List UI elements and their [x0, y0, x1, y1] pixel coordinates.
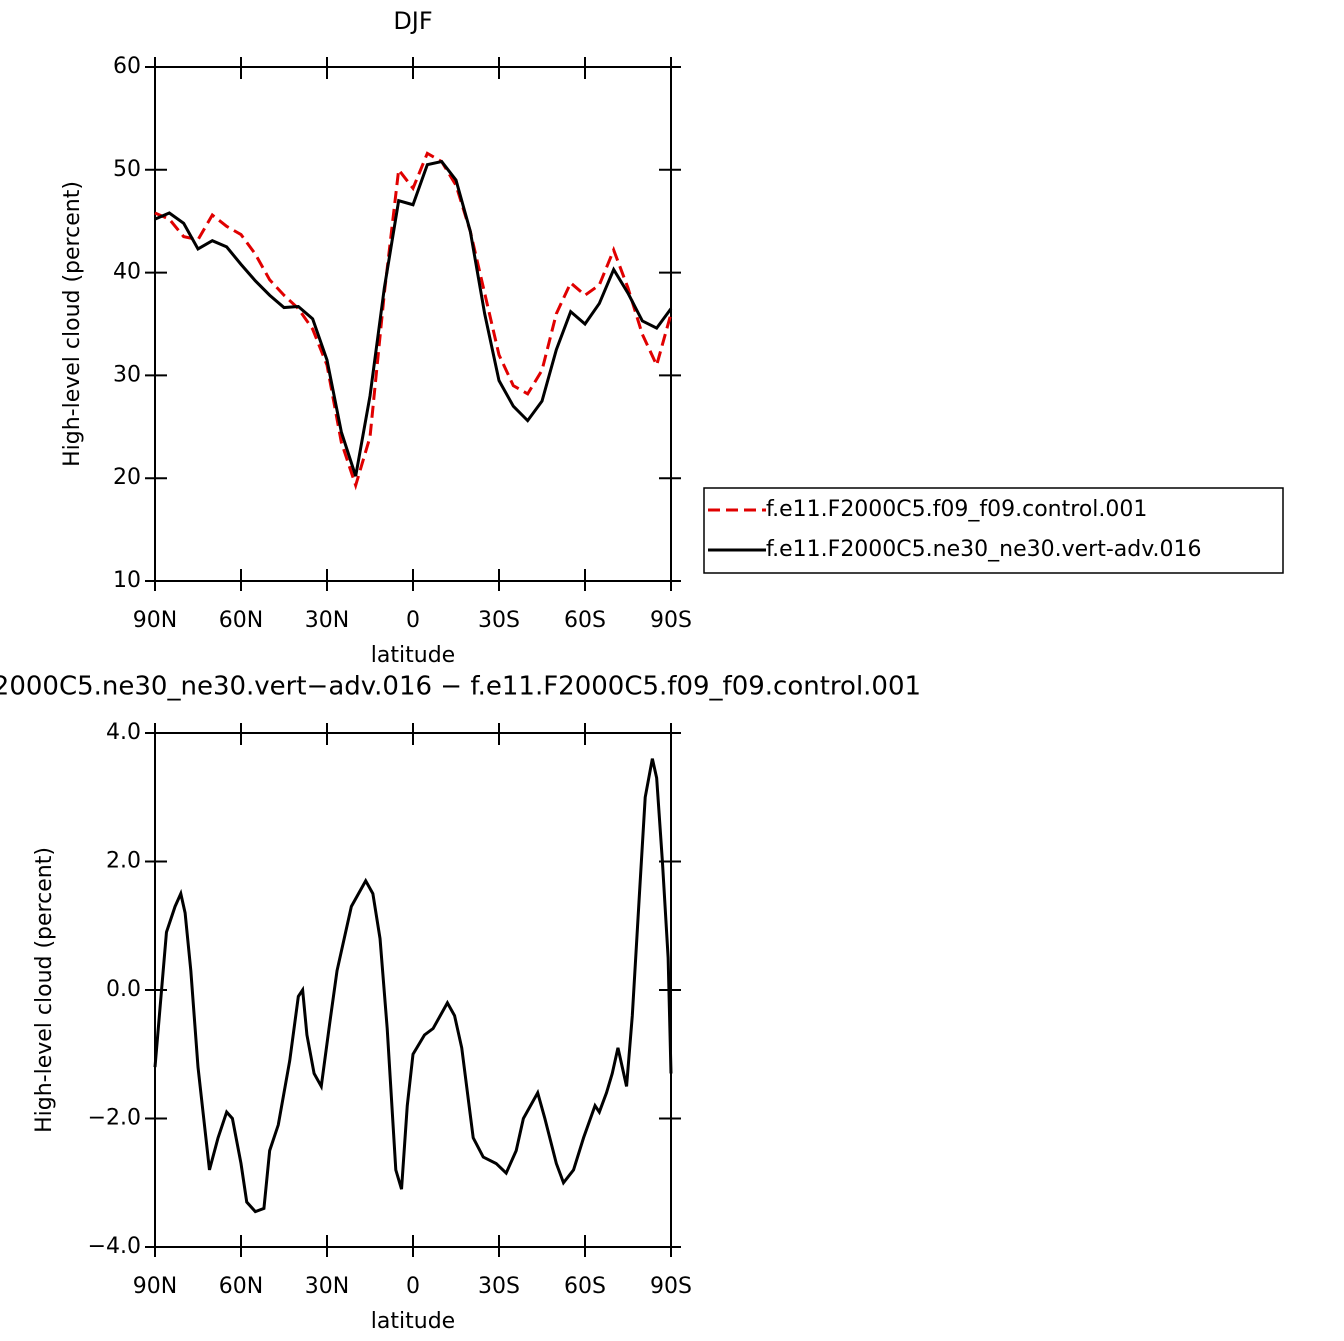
data-line — [154, 151, 673, 491]
plot-frame — [154, 66, 672, 582]
x-tick-label: 30N — [305, 1274, 349, 1299]
x-axis-label: latitude — [371, 643, 455, 668]
y-tick-label: 60 — [113, 54, 141, 79]
data-line — [153, 758, 673, 1214]
x-tick-label: 90S — [650, 608, 692, 633]
x-tick-label: 60S — [564, 1274, 606, 1299]
y-tick-label: 40 — [113, 260, 141, 285]
x-tick-label: 60N — [219, 1274, 263, 1299]
legend-label: f.e11.F2000C5.f09_f09.control.001 — [766, 497, 1147, 522]
y-tick-label: −4.0 — [88, 1234, 141, 1259]
legend-label: f.e11.F2000C5.ne30_ne30.vert-adv.016 — [766, 537, 1202, 562]
y-tick-label: 2.0 — [106, 849, 141, 874]
x-tick-label: 30S — [478, 1274, 520, 1299]
x-tick-label: 30S — [478, 608, 520, 633]
plot-frame — [154, 732, 672, 1248]
x-tick-label: 90S — [650, 1274, 692, 1299]
y-tick-label: 50 — [113, 157, 141, 182]
y-tick-label: 4.0 — [106, 720, 141, 745]
y-axis-label: High-level cloud (percent) — [32, 847, 57, 1133]
y-tick-label: −2.0 — [88, 1106, 141, 1131]
x-tick-label: 30N — [305, 608, 349, 633]
y-tick-label: 10 — [113, 568, 141, 593]
x-tick-label: 0 — [406, 1274, 420, 1299]
x-tick-label: 0 — [406, 608, 420, 633]
y-tick-label: 30 — [113, 362, 141, 387]
x-tick-label: 90N — [133, 608, 177, 633]
y-tick-label: 0.0 — [106, 977, 141, 1002]
x-tick-label: 90N — [133, 1274, 177, 1299]
x-tick-label: 60N — [219, 608, 263, 633]
chart-title: f.e11.F2000C5.ne30_ne30.vert−adv.016 − f… — [0, 672, 921, 702]
y-axis-label: High-level cloud (percent) — [60, 181, 85, 467]
chart-title: DJF — [393, 7, 432, 35]
x-tick-label: 60S — [564, 608, 606, 633]
legend-box — [703, 487, 1284, 574]
data-line — [154, 159, 673, 477]
x-axis-label: latitude — [371, 1309, 455, 1334]
y-tick-label: 20 — [113, 465, 141, 490]
